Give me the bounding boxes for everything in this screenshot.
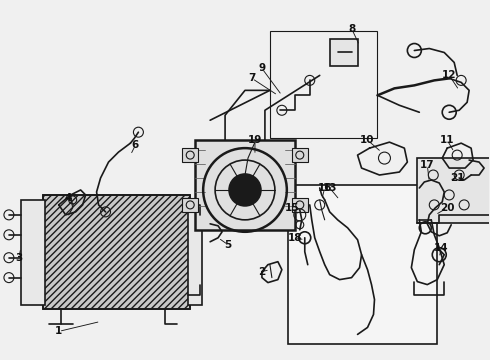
Text: 4: 4	[65, 193, 73, 203]
Text: 21: 21	[450, 173, 465, 183]
Text: 1: 1	[55, 327, 62, 336]
Text: 15: 15	[285, 203, 299, 213]
Text: 13: 13	[322, 183, 337, 193]
Bar	[195, 140, 295, 230]
Text: 20: 20	[440, 203, 454, 213]
Text: 6: 6	[132, 140, 139, 150]
Text: 3: 3	[15, 253, 23, 263]
Circle shape	[229, 174, 261, 206]
Bar	[188, 200, 202, 305]
Bar	[292, 148, 308, 162]
Text: 9: 9	[258, 63, 266, 73]
Circle shape	[237, 182, 253, 198]
Text: 19: 19	[248, 135, 262, 145]
Text: 8: 8	[348, 24, 355, 33]
Text: 11: 11	[440, 135, 454, 145]
Text: 14: 14	[434, 243, 448, 253]
Bar	[417, 158, 490, 223]
Text: 16: 16	[318, 183, 332, 193]
Bar	[43, 195, 190, 310]
Bar	[21, 200, 45, 305]
Text: 7: 7	[248, 73, 256, 84]
Bar	[330, 39, 358, 67]
Bar	[270, 31, 377, 138]
Text: 18: 18	[288, 233, 302, 243]
Bar	[288, 185, 437, 345]
Text: 2: 2	[258, 267, 266, 276]
Text: 17: 17	[420, 160, 435, 170]
Bar	[43, 195, 190, 310]
Text: 10: 10	[360, 135, 375, 145]
Text: 12: 12	[442, 71, 457, 80]
Bar	[292, 198, 308, 212]
Bar	[182, 148, 198, 162]
Text: 5: 5	[224, 240, 232, 250]
Bar	[182, 198, 198, 212]
